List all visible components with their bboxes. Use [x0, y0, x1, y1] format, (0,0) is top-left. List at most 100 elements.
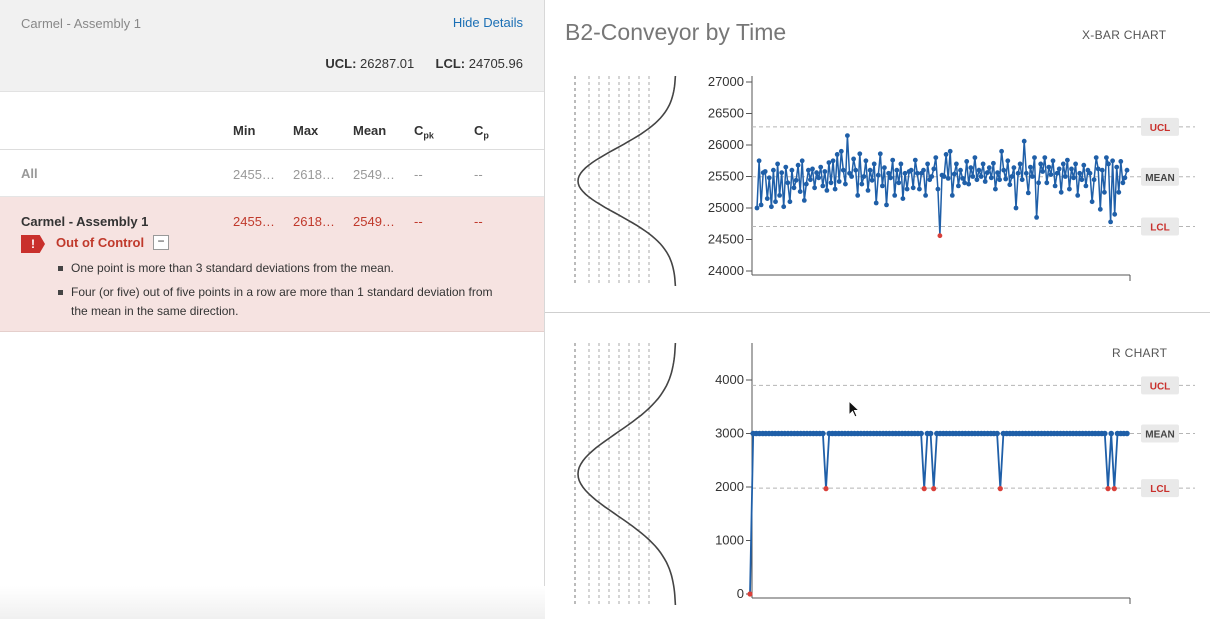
xbar-data-point [756, 158, 762, 164]
xbar-data-point [1048, 172, 1054, 178]
xbar-data-point [793, 177, 799, 183]
violation-list: One point is more than 3 standard deviat… [56, 259, 506, 326]
xbar-data-point [896, 180, 902, 186]
row-cp: -- [474, 167, 483, 182]
xbar-tick-label: 25500 [708, 169, 744, 184]
xbar-data-point [863, 158, 869, 164]
xbar-data-point [1073, 161, 1078, 167]
control-limits: UCL: 26287.01 LCL: 24705.96 [325, 56, 523, 71]
xbar-limit-tag [1141, 167, 1179, 186]
xbar-tick-label: 24000 [708, 263, 744, 278]
xbar-data-point [1065, 157, 1070, 163]
xbar-data-point [1077, 170, 1083, 176]
hide-details-link[interactable]: Hide Details [452, 15, 523, 30]
xbar-data-point [1079, 177, 1085, 183]
row-cpk: -- [414, 167, 423, 182]
xbar-data-point [1030, 174, 1035, 179]
ucl-label: UCL: [325, 56, 357, 71]
chart-panel: B2-Conveyor by Time X-BAR CHART R CHART … [545, 0, 1210, 619]
xbar-data-point [923, 193, 928, 198]
xbar-data-point [769, 204, 774, 210]
xbar-data-point [947, 148, 953, 154]
xbar-limit-tag [1141, 117, 1179, 136]
xbar-data-point [997, 177, 1002, 183]
r-data-point [1124, 430, 1130, 437]
xbar-data-point [795, 162, 801, 168]
xbar-data-point [1058, 189, 1064, 195]
xbar-data-point [900, 196, 906, 202]
panel-footer-shade [0, 586, 545, 619]
xbar-data-point [799, 158, 805, 164]
xbar-data-point [980, 161, 986, 167]
xbar-data-point [775, 161, 780, 167]
row-name: All [21, 166, 38, 181]
xbar-data-point [1005, 158, 1011, 164]
chart-title: B2-Conveyor by Time [565, 19, 787, 45]
xbar-data-point [1114, 164, 1120, 170]
xbar-data-point [929, 174, 935, 179]
xbar-data-point [894, 167, 900, 173]
xbar-data-point [777, 193, 782, 198]
xbar-data-point [1095, 166, 1101, 172]
xbar-data-point [1120, 180, 1126, 186]
xbar-data-point [818, 164, 824, 170]
xbar-data-point [1116, 189, 1122, 195]
xbar-data-point [1067, 186, 1072, 192]
xbar-data-point [949, 193, 955, 198]
alert-icon: ! [21, 235, 45, 253]
xbar-data-point [867, 167, 873, 173]
xbar-data-point [986, 165, 992, 171]
details-panel: Carmel - Assembly 1 Hide Details UCL: 26… [0, 0, 545, 619]
xbar-data-point [984, 170, 990, 176]
xbar-data-point [803, 181, 809, 187]
xbar-data-point [1087, 170, 1093, 176]
xbar-data-point [1099, 167, 1105, 173]
xbar-data-point [970, 174, 976, 179]
xbar-data-point [904, 186, 910, 192]
xbar-data-point [933, 155, 939, 161]
xbar-data-point [1093, 155, 1099, 161]
xbar-data-point [1009, 174, 1015, 179]
xbar-data-point [1071, 175, 1076, 181]
violation-item: One point is more than 3 standard deviat… [56, 259, 506, 278]
xbar-data-point [877, 151, 883, 157]
r-series-line [749, 432, 1127, 595]
xbar-data-point [836, 179, 842, 184]
xbar-data-point [945, 176, 951, 181]
xbar-data-point [832, 186, 838, 192]
xbar-data-point [982, 179, 988, 184]
xbar-data-point [995, 170, 1000, 176]
xbar-tick-label: 26500 [708, 106, 744, 121]
r-data-point [1105, 486, 1111, 492]
xbar-data-point [816, 175, 822, 181]
table-row[interactable]: All 2455… 2618… 2549… -- -- [0, 150, 544, 197]
xbar-distribution-curve [577, 75, 677, 287]
collapse-toggle-button[interactable]: − [153, 235, 169, 250]
r-tick-label: 1000 [715, 533, 744, 548]
table-row-alert[interactable]: Carmel - Assembly 1 2455… 2618… 2549… --… [0, 197, 544, 332]
xbar-data-point [787, 199, 793, 205]
xbar-data-point [908, 167, 914, 173]
xbar-data-point [925, 161, 930, 167]
xbar-data-point [838, 148, 844, 154]
xbar-data-point [962, 180, 967, 186]
table-header: Min Max Mean Cpk Cp [0, 92, 544, 150]
xbar-data-point [1019, 177, 1025, 183]
xbar-data-point [1102, 189, 1107, 195]
lcl-label: LCL: [435, 56, 466, 71]
xbar-data-point [886, 170, 891, 176]
xbar-limit-label: MEAN [1145, 173, 1174, 184]
xbar-data-point [902, 170, 908, 176]
r-limit-tag [1141, 479, 1179, 498]
xbar-data-point [931, 166, 937, 172]
xbar-data-point [960, 176, 965, 181]
xbar-data-point [814, 170, 819, 176]
r-limit-label: MEAN [1145, 430, 1174, 441]
xbar-data-point [771, 167, 776, 173]
xbar-data-point [843, 181, 848, 187]
xbar-data-point [1108, 219, 1113, 225]
xbar-data-point [779, 170, 785, 176]
xbar-data-point [851, 156, 856, 162]
r-tick-label: 2000 [715, 479, 744, 494]
